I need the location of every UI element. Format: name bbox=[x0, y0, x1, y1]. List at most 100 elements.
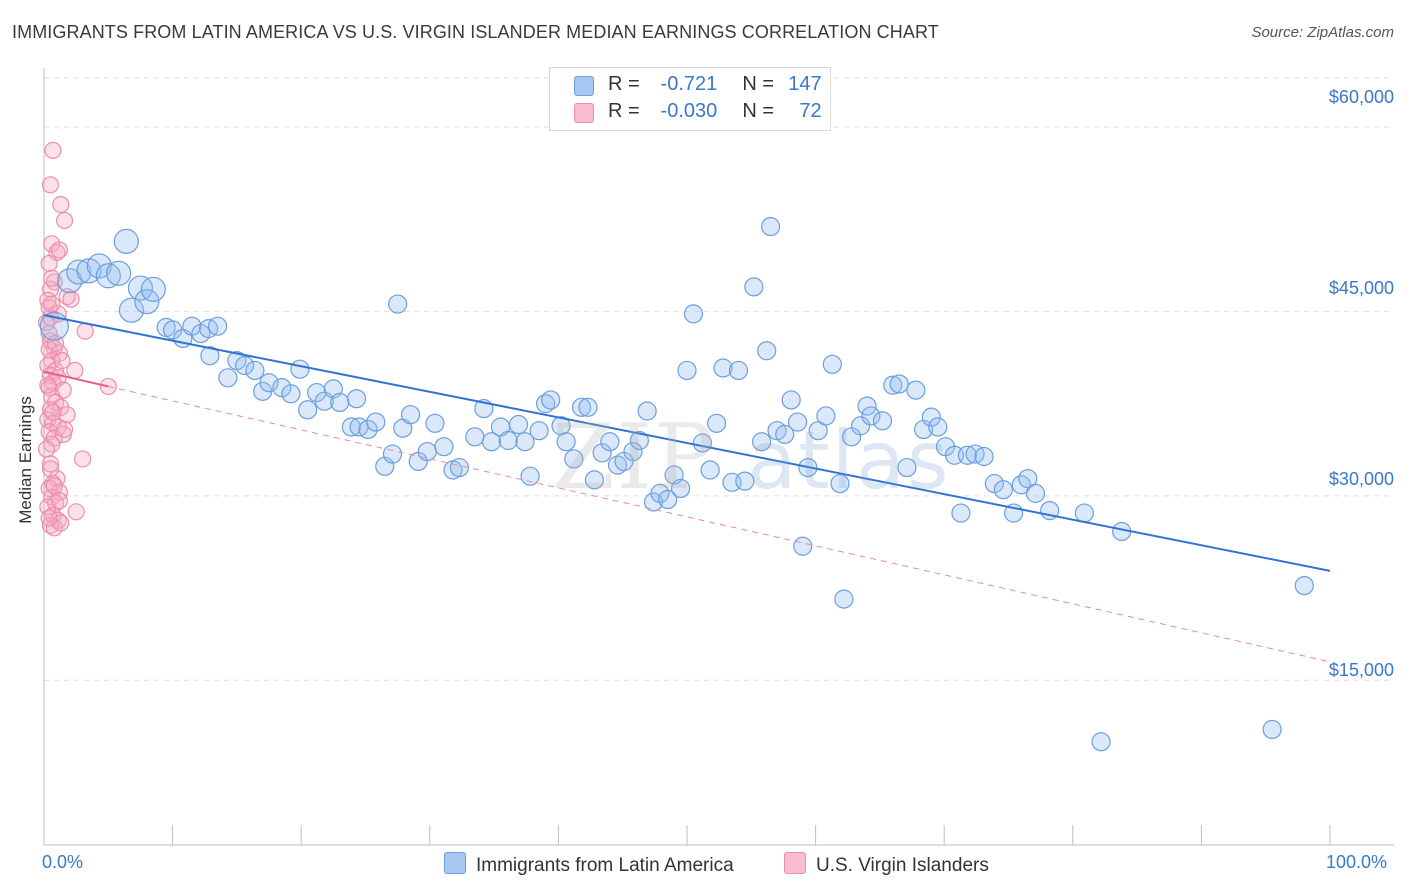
data-point-latin-america bbox=[808, 421, 828, 441]
data-point-latin-america bbox=[658, 489, 678, 510]
data-point-latin-america bbox=[706, 413, 727, 433]
data-point-latin-america bbox=[1262, 719, 1282, 740]
data-point-latin-america bbox=[744, 277, 764, 297]
data-point-virgin-islanders bbox=[43, 435, 61, 453]
data-point-latin-america bbox=[760, 216, 781, 237]
data-point-latin-america bbox=[677, 360, 697, 381]
y-axis-label: Median Earnings bbox=[16, 396, 35, 524]
data-point-latin-america bbox=[751, 432, 772, 452]
data-point-latin-america bbox=[290, 359, 310, 379]
data-point-virgin-islanders bbox=[62, 290, 80, 308]
source-label: Source: ZipAtlas.com bbox=[1251, 24, 1394, 41]
data-point-latin-america bbox=[757, 341, 777, 361]
data-point-latin-america bbox=[118, 297, 145, 323]
r-label: R = bbox=[608, 73, 640, 95]
data-point-latin-america bbox=[417, 441, 437, 462]
data-point-latin-america bbox=[861, 406, 881, 426]
data-point-virgin-islanders bbox=[50, 241, 69, 259]
y-tick-label: $15,000 bbox=[1328, 660, 1394, 680]
data-point-latin-america bbox=[425, 413, 445, 433]
r-value: -0.030 bbox=[660, 100, 718, 122]
data-point-latin-america bbox=[515, 432, 535, 452]
data-point-latin-america bbox=[465, 427, 485, 447]
bottom-legend-virgin-islanders: U.S. Virgin Islanders bbox=[784, 852, 989, 877]
data-point-latin-america bbox=[857, 396, 877, 416]
data-point-latin-america bbox=[346, 389, 367, 409]
data-point-latin-america bbox=[105, 260, 132, 286]
data-point-latin-america bbox=[683, 304, 704, 324]
data-point-virgin-islanders bbox=[37, 440, 56, 458]
data-point-virgin-islanders bbox=[40, 509, 58, 527]
data-point-latin-america bbox=[1294, 575, 1314, 596]
legend-swatch bbox=[784, 852, 806, 874]
data-point-latin-america bbox=[1074, 503, 1094, 523]
grid-lines bbox=[44, 77, 1394, 681]
data-point-latin-america bbox=[872, 411, 893, 431]
data-point-latin-america bbox=[700, 460, 720, 480]
data-point-latin-america bbox=[781, 390, 801, 410]
data-point-latin-america bbox=[140, 276, 166, 302]
trend-line-latin-america bbox=[43, 314, 1331, 572]
data-point-latin-america bbox=[889, 374, 909, 394]
data-point-latin-america bbox=[921, 407, 941, 427]
data-point-latin-america bbox=[993, 480, 1013, 500]
legend-swatch bbox=[574, 76, 594, 96]
data-point-latin-america bbox=[793, 536, 813, 556]
data-point-virgin-islanders bbox=[41, 460, 60, 478]
data-point-latin-america bbox=[816, 406, 836, 426]
data-point-virgin-islanders bbox=[52, 195, 70, 214]
data-point-latin-america bbox=[235, 355, 255, 376]
y-tick-label: $45,000 bbox=[1328, 278, 1394, 298]
data-point-virgin-islanders bbox=[41, 176, 60, 194]
data-point-latin-america bbox=[629, 430, 650, 451]
data-point-latin-america bbox=[623, 441, 643, 462]
data-point-latin-america bbox=[883, 375, 903, 395]
y-tick-label: $60,000 bbox=[1328, 87, 1394, 107]
data-point-latin-america bbox=[556, 432, 576, 452]
r-value: -0.721 bbox=[660, 73, 718, 95]
trend-lines bbox=[43, 314, 1331, 663]
data-point-virgin-islanders bbox=[41, 401, 60, 419]
data-point-latin-america bbox=[508, 414, 529, 435]
trend-line-virgin-islanders bbox=[43, 370, 109, 388]
data-point-latin-america bbox=[1025, 483, 1046, 503]
data-point-virgin-islanders bbox=[39, 376, 57, 394]
data-point-latin-america bbox=[607, 455, 628, 475]
data-point-latin-america bbox=[134, 288, 160, 315]
data-point-latin-america bbox=[897, 457, 917, 478]
data-point-latin-america bbox=[366, 412, 386, 432]
data-point-latin-america bbox=[541, 390, 561, 410]
data-point-latin-america bbox=[592, 443, 612, 463]
data-point-latin-america bbox=[113, 228, 139, 254]
data-point-virgin-islanders bbox=[58, 406, 76, 424]
chart-title: IMMIGRANTS FROM LATIN AMERICA VS U.S. VI… bbox=[12, 22, 939, 42]
data-point-virgin-islanders bbox=[67, 503, 85, 521]
data-point-latin-america bbox=[66, 259, 92, 285]
data-point-virgin-islanders bbox=[53, 352, 71, 370]
data-point-latin-america bbox=[218, 368, 238, 388]
data-point-latin-america bbox=[341, 417, 361, 437]
data-point-virgin-islanders bbox=[50, 492, 69, 510]
data-point-latin-america bbox=[713, 358, 733, 378]
data-point-latin-america bbox=[957, 445, 977, 465]
data-point-latin-america bbox=[388, 294, 408, 314]
data-point-latin-america bbox=[86, 253, 112, 279]
n-label: N = bbox=[742, 100, 775, 122]
r-label: R = bbox=[608, 100, 640, 122]
bottom-legend-latin-america: Immigrants from Latin America bbox=[444, 852, 734, 877]
n-value: 72 bbox=[799, 100, 822, 122]
legend-label: Immigrants from Latin America bbox=[476, 855, 734, 876]
series-latin-america bbox=[39, 216, 1314, 752]
data-point-latin-america bbox=[382, 444, 403, 464]
data-point-latin-america bbox=[434, 437, 454, 457]
data-point-latin-america bbox=[298, 400, 318, 420]
data-point-latin-america bbox=[400, 405, 421, 425]
watermark: ZIP atlas bbox=[552, 405, 951, 510]
data-point-latin-america bbox=[851, 416, 871, 436]
data-point-virgin-islanders bbox=[73, 450, 92, 468]
data-point-latin-america bbox=[775, 424, 795, 444]
data-point-latin-america bbox=[520, 466, 540, 486]
data-point-latin-america bbox=[245, 360, 265, 381]
data-point-virgin-islanders bbox=[45, 477, 63, 495]
